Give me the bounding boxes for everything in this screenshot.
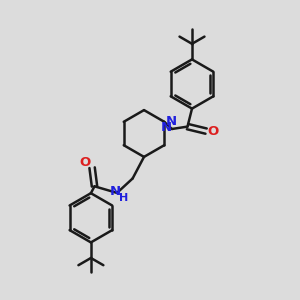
- Text: N: N: [110, 185, 121, 198]
- Text: O: O: [79, 156, 90, 169]
- Text: H: H: [119, 193, 128, 203]
- Text: N: N: [161, 121, 172, 134]
- Text: N: N: [165, 115, 176, 128]
- Text: O: O: [207, 124, 218, 138]
